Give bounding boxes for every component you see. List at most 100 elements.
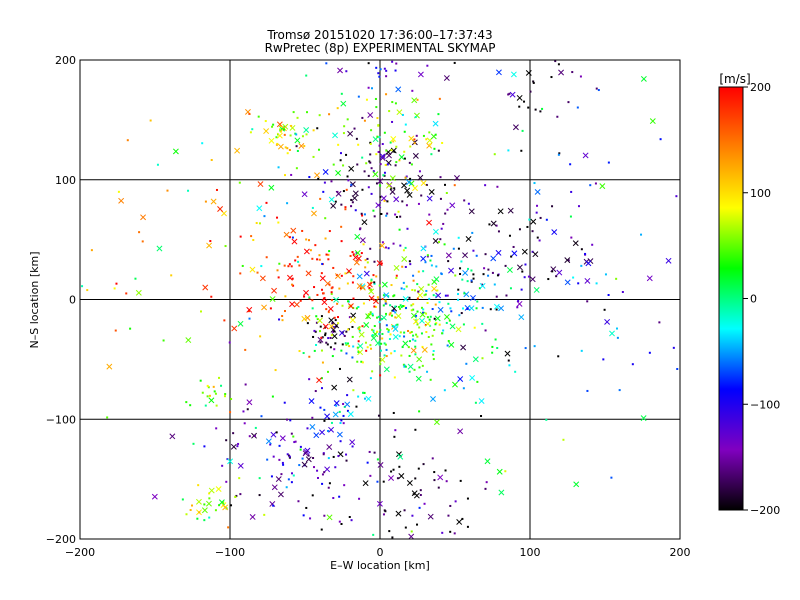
data-point: [391, 314, 394, 317]
data-point: [589, 184, 592, 187]
data-point: [325, 341, 328, 344]
data-point: [531, 230, 534, 233]
data-point: [443, 243, 446, 246]
data-point-x: [298, 143, 305, 149]
data-point: [326, 370, 329, 373]
data-point-x: [327, 305, 334, 312]
data-point: [295, 145, 298, 148]
data-point-x: [208, 487, 215, 494]
data-point: [554, 60, 557, 63]
data-point: [576, 106, 579, 109]
data-point: [409, 331, 412, 334]
data-point: [311, 307, 314, 310]
data-point: [187, 189, 190, 192]
data-point: [324, 332, 327, 335]
data-point-x: [280, 125, 287, 132]
data-point: [305, 238, 308, 241]
data-point: [338, 520, 341, 523]
data-point-x: [457, 376, 464, 383]
data-point: [425, 289, 428, 292]
data-point: [398, 228, 401, 231]
data-point: [389, 312, 392, 315]
data-point: [189, 404, 192, 407]
data-point: [395, 274, 398, 277]
data-point-x: [377, 461, 384, 468]
data-point: [416, 283, 419, 286]
data-point: [191, 504, 194, 507]
data-point: [423, 294, 426, 297]
data-point: [435, 322, 438, 325]
data-point: [223, 395, 226, 398]
data-point: [580, 349, 583, 352]
data-point: [295, 167, 298, 170]
data-point: [481, 306, 484, 309]
data-point: [370, 167, 373, 170]
data-point: [288, 263, 291, 266]
data-point: [426, 255, 429, 258]
data-point-x: [410, 312, 417, 319]
data-point: [403, 157, 406, 160]
data-point: [228, 341, 231, 344]
data-point: [428, 297, 431, 300]
data-point: [496, 274, 499, 277]
data-point: [450, 310, 453, 313]
data-point: [425, 183, 428, 186]
data-point: [558, 152, 561, 155]
data-point: [325, 253, 328, 256]
data-point: [319, 406, 322, 409]
data-point: [364, 397, 367, 400]
data-point: [385, 312, 388, 315]
data-point: [357, 350, 360, 353]
data-point: [520, 288, 523, 291]
data-point: [246, 408, 249, 411]
data-point: [424, 293, 427, 296]
data-point: [237, 442, 240, 445]
data-point: [393, 350, 396, 353]
data-point: [308, 378, 311, 381]
data-point: [329, 346, 332, 349]
data-point: [379, 163, 382, 166]
data-point-x: [456, 519, 463, 525]
data-point: [292, 111, 295, 114]
data-point-x: [270, 431, 277, 438]
data-point: [214, 392, 217, 395]
data-point: [343, 125, 346, 128]
data-point: [393, 376, 396, 379]
data-point: [239, 235, 242, 238]
data-point: [372, 274, 375, 277]
data-point: [523, 276, 526, 279]
data-point: [141, 240, 144, 243]
data-point-x: [340, 100, 347, 107]
data-point: [386, 327, 389, 330]
data-point-x: [437, 306, 444, 313]
data-point: [314, 244, 317, 247]
data-point-x: [509, 91, 516, 98]
data-point: [358, 329, 361, 332]
data-point: [372, 533, 375, 536]
data-point: [324, 217, 327, 220]
data-point: [385, 355, 388, 358]
data-point: [363, 119, 366, 122]
data-point: [384, 302, 387, 305]
data-point: [373, 325, 376, 328]
data-point: [375, 275, 378, 278]
data-point-x: [415, 375, 422, 382]
data-point: [321, 482, 324, 485]
data-point-x: [395, 313, 402, 320]
data-point: [338, 410, 341, 413]
data-point: [338, 367, 341, 370]
data-point: [385, 93, 388, 96]
data-point-x: [348, 165, 355, 172]
data-point: [330, 291, 333, 294]
data-point: [444, 294, 447, 297]
data-point-x: [412, 152, 419, 159]
data-point: [291, 236, 294, 239]
data-point: [311, 494, 314, 497]
data-point: [277, 276, 280, 279]
data-point: [379, 184, 382, 187]
data-point: [332, 455, 335, 458]
data-point: [305, 74, 308, 77]
data-point: [369, 282, 372, 285]
data-point: [201, 391, 204, 394]
data-point-x: [290, 227, 297, 234]
